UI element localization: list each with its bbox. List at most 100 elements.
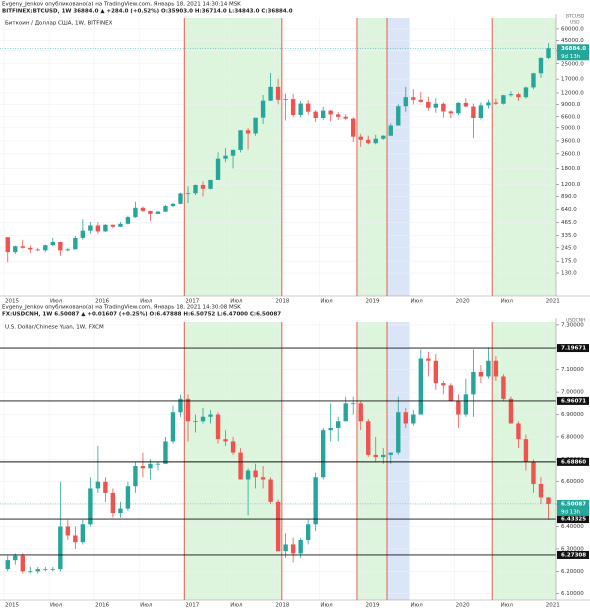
y-tick-label: 6.60000	[561, 479, 584, 485]
y-tick-label: 25000.0	[561, 61, 584, 67]
candle-body	[358, 136, 363, 140]
candle-body	[275, 501, 281, 552]
x-tick-label: Июл	[501, 603, 514, 609]
candle-body	[193, 184, 198, 194]
candle-body	[343, 116, 348, 119]
candle-body	[418, 99, 424, 102]
candle-body	[80, 230, 86, 238]
candle-body	[366, 421, 371, 455]
candle-body	[441, 383, 446, 386]
candle-body	[501, 376, 506, 399]
candle-body	[223, 439, 228, 442]
candle-body	[185, 398, 191, 422]
level-label: 7.19671	[561, 346, 586, 352]
countdown-label: 9d 13h	[561, 509, 581, 515]
candle-body	[493, 102, 499, 104]
candle-body	[546, 497, 551, 504]
y-tick-label: 6.80000	[561, 434, 584, 440]
candle-body	[486, 102, 491, 106]
candle-body	[508, 398, 514, 424]
x-tick-label: Июл	[50, 299, 63, 305]
publisher-header: Evgeny_Jenkov опубликовано(а) на Trading…	[2, 2, 241, 8]
candle-body	[471, 106, 476, 118]
candle-body	[298, 103, 303, 116]
x-tick-label: 2019	[365, 299, 379, 305]
candle-body	[58, 526, 63, 570]
candle-body	[396, 412, 401, 453]
x-tick-label: Июл	[140, 299, 153, 305]
candle-body	[223, 155, 228, 159]
candle-body	[43, 245, 48, 251]
candle-body	[73, 237, 78, 250]
candle-body	[5, 237, 10, 253]
candle-body	[523, 87, 529, 98]
candle-body	[381, 454, 386, 458]
candle-body	[343, 403, 348, 422]
x-tick-label: 2016	[95, 603, 109, 609]
candle-body	[193, 421, 198, 423]
y-tick-label: 6600.0	[561, 114, 581, 120]
highlight-zone	[492, 18, 556, 296]
candle-body	[456, 401, 461, 415]
x-tick-label: Июл	[411, 603, 424, 609]
candle-body	[313, 477, 318, 525]
y-tick-label: 1800.0	[561, 166, 581, 172]
y-tick-label: 12000.0	[561, 90, 584, 96]
y-tick-label: 1200.0	[561, 182, 581, 188]
candle-body	[351, 118, 356, 137]
candle-body	[328, 427, 333, 431]
candle-body	[260, 477, 266, 480]
candle-body	[28, 247, 33, 250]
candle-body	[215, 414, 221, 440]
y-tick-label: 9000.0	[561, 102, 581, 108]
candle-body	[411, 97, 416, 100]
y-tick-label: 6.40000	[561, 524, 584, 530]
y-tick-label: 175.0	[561, 259, 577, 265]
candle-body	[148, 210, 153, 214]
x-tick-label: 2017	[185, 299, 199, 305]
candle-body	[163, 206, 168, 212]
x-tick-label: Июл	[140, 603, 153, 609]
y-tick-label: 245.0	[561, 245, 577, 251]
plot-area	[0, 18, 556, 296]
candle-body	[298, 539, 303, 554]
y-tick-label: 640.0	[561, 207, 577, 213]
candle-body	[478, 371, 484, 377]
x-tick-label: 2021	[546, 603, 560, 609]
candle-body	[43, 569, 48, 570]
candle-body	[448, 385, 454, 402]
candle-body	[448, 111, 454, 114]
countdown-label: 9d 13h	[561, 54, 581, 60]
level-label-box	[557, 515, 589, 524]
candle-body	[486, 360, 491, 377]
last-price-box	[557, 499, 589, 516]
highlight-zone	[184, 322, 282, 600]
y-tick-label: 17000.0	[561, 77, 584, 83]
candle-body	[50, 569, 56, 570]
y-tick-label: 465.0	[561, 220, 577, 226]
candle-body	[110, 492, 116, 514]
x-tick-label: 2018	[275, 603, 289, 609]
candle-body	[170, 203, 176, 207]
candle-body	[366, 139, 371, 144]
candle-body	[463, 394, 469, 415]
highlight-zone	[356, 18, 388, 296]
candle-body	[358, 403, 363, 422]
level-label: 6.27308	[561, 552, 586, 558]
x-tick-label: 2018	[275, 299, 289, 305]
plot-area	[0, 322, 556, 600]
x-tick-label: Июл	[411, 299, 424, 305]
candle-body	[230, 149, 236, 156]
candle-body	[403, 97, 408, 107]
last-price-label: 36884.0	[561, 46, 586, 52]
y-tick-label: 3600.0	[561, 138, 581, 144]
candle-body	[478, 105, 484, 118]
candle-body	[125, 217, 131, 224]
candle-body	[320, 430, 326, 478]
candle-body	[426, 358, 431, 361]
candle-body	[433, 360, 439, 384]
x-tick-label: 2020	[456, 603, 470, 609]
candle-body	[411, 414, 416, 424]
symbol-header: BITFINEX:BTCUSD, 1W 36884.0 ▲ +284.0 (+0…	[2, 9, 293, 15]
candle-body	[268, 86, 273, 101]
